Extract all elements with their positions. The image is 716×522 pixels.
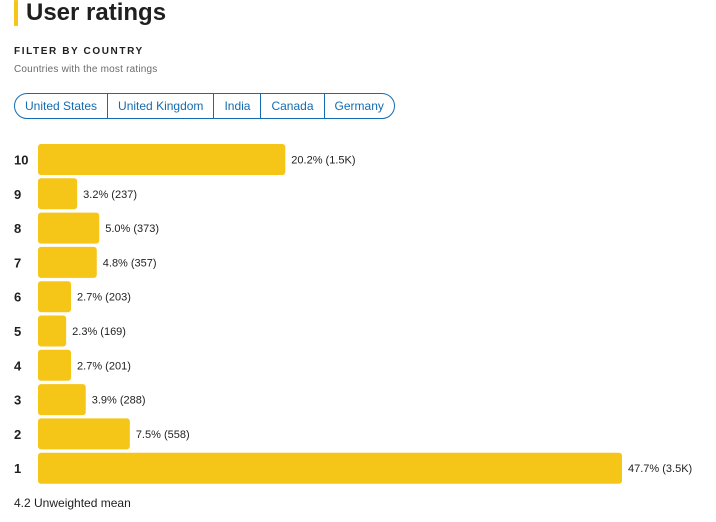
title-block: User ratings: [14, 0, 166, 26]
country-filter-group: United States United Kingdom India Canad…: [14, 93, 395, 119]
page-title: User ratings: [26, 0, 167, 26]
bar-value-label: 5.0% (373): [105, 223, 159, 235]
country-chip-united-states[interactable]: United States: [15, 94, 109, 118]
rating-bar-5[interactable]: [38, 315, 67, 347]
country-chip-united-kingdom[interactable]: United Kingdom: [108, 94, 215, 118]
bar-value-label: 2.7% (203): [77, 292, 131, 304]
rating-bar-10[interactable]: [38, 144, 286, 175]
country-chip-germany[interactable]: Germany: [334, 99, 384, 113]
rating-bar-7[interactable]: [38, 246, 97, 278]
bar-category-label: 7: [14, 255, 21, 270]
bar-category-label: 3: [14, 393, 21, 408]
country-chip-canada[interactable]: Canada: [261, 94, 325, 118]
bar-category-label: 5: [14, 324, 21, 339]
bar-value-label: 47.7% (3.5K): [628, 463, 692, 475]
bar-value-label: 2.3% (169): [72, 326, 126, 338]
rating-bar-6[interactable]: [38, 281, 72, 313]
filter-sublabel: Countries with the most ratings: [14, 64, 158, 75]
bar-category-label: 6: [14, 290, 21, 305]
bar-category-label: 9: [14, 187, 21, 202]
bar-value-label: 4.8% (357): [103, 257, 157, 269]
rating-bar-3[interactable]: [38, 384, 86, 416]
bar-value-label: 3.2% (237): [83, 189, 137, 201]
rating-bar-8[interactable]: [38, 212, 100, 244]
bar-value-label: 2.7% (201): [77, 360, 131, 372]
bar-value-label: 20.2% (1.5K): [291, 155, 355, 167]
rating-bar-9[interactable]: [38, 178, 78, 210]
filter-label: FILTER BY COUNTRY: [14, 46, 144, 57]
rating-bar-1[interactable]: [38, 452, 622, 484]
bar-category-label: 8: [14, 221, 21, 236]
bar-value-label: 3.9% (288): [92, 395, 146, 407]
title-accent-bar: [14, 0, 18, 26]
bar-category-label: 2: [14, 427, 21, 442]
bar-value-label: 7.5% (558): [136, 429, 190, 441]
unweighted-mean: 4.2 Unweighted mean: [14, 496, 131, 510]
rating-bar-2[interactable]: [38, 418, 130, 450]
bar-category-label: 10: [14, 153, 28, 168]
rating-bar-4[interactable]: [38, 349, 72, 381]
bar-category-label: 1: [14, 461, 21, 476]
country-chip-india[interactable]: India: [214, 94, 262, 118]
bar-category-label: 4: [14, 358, 22, 373]
